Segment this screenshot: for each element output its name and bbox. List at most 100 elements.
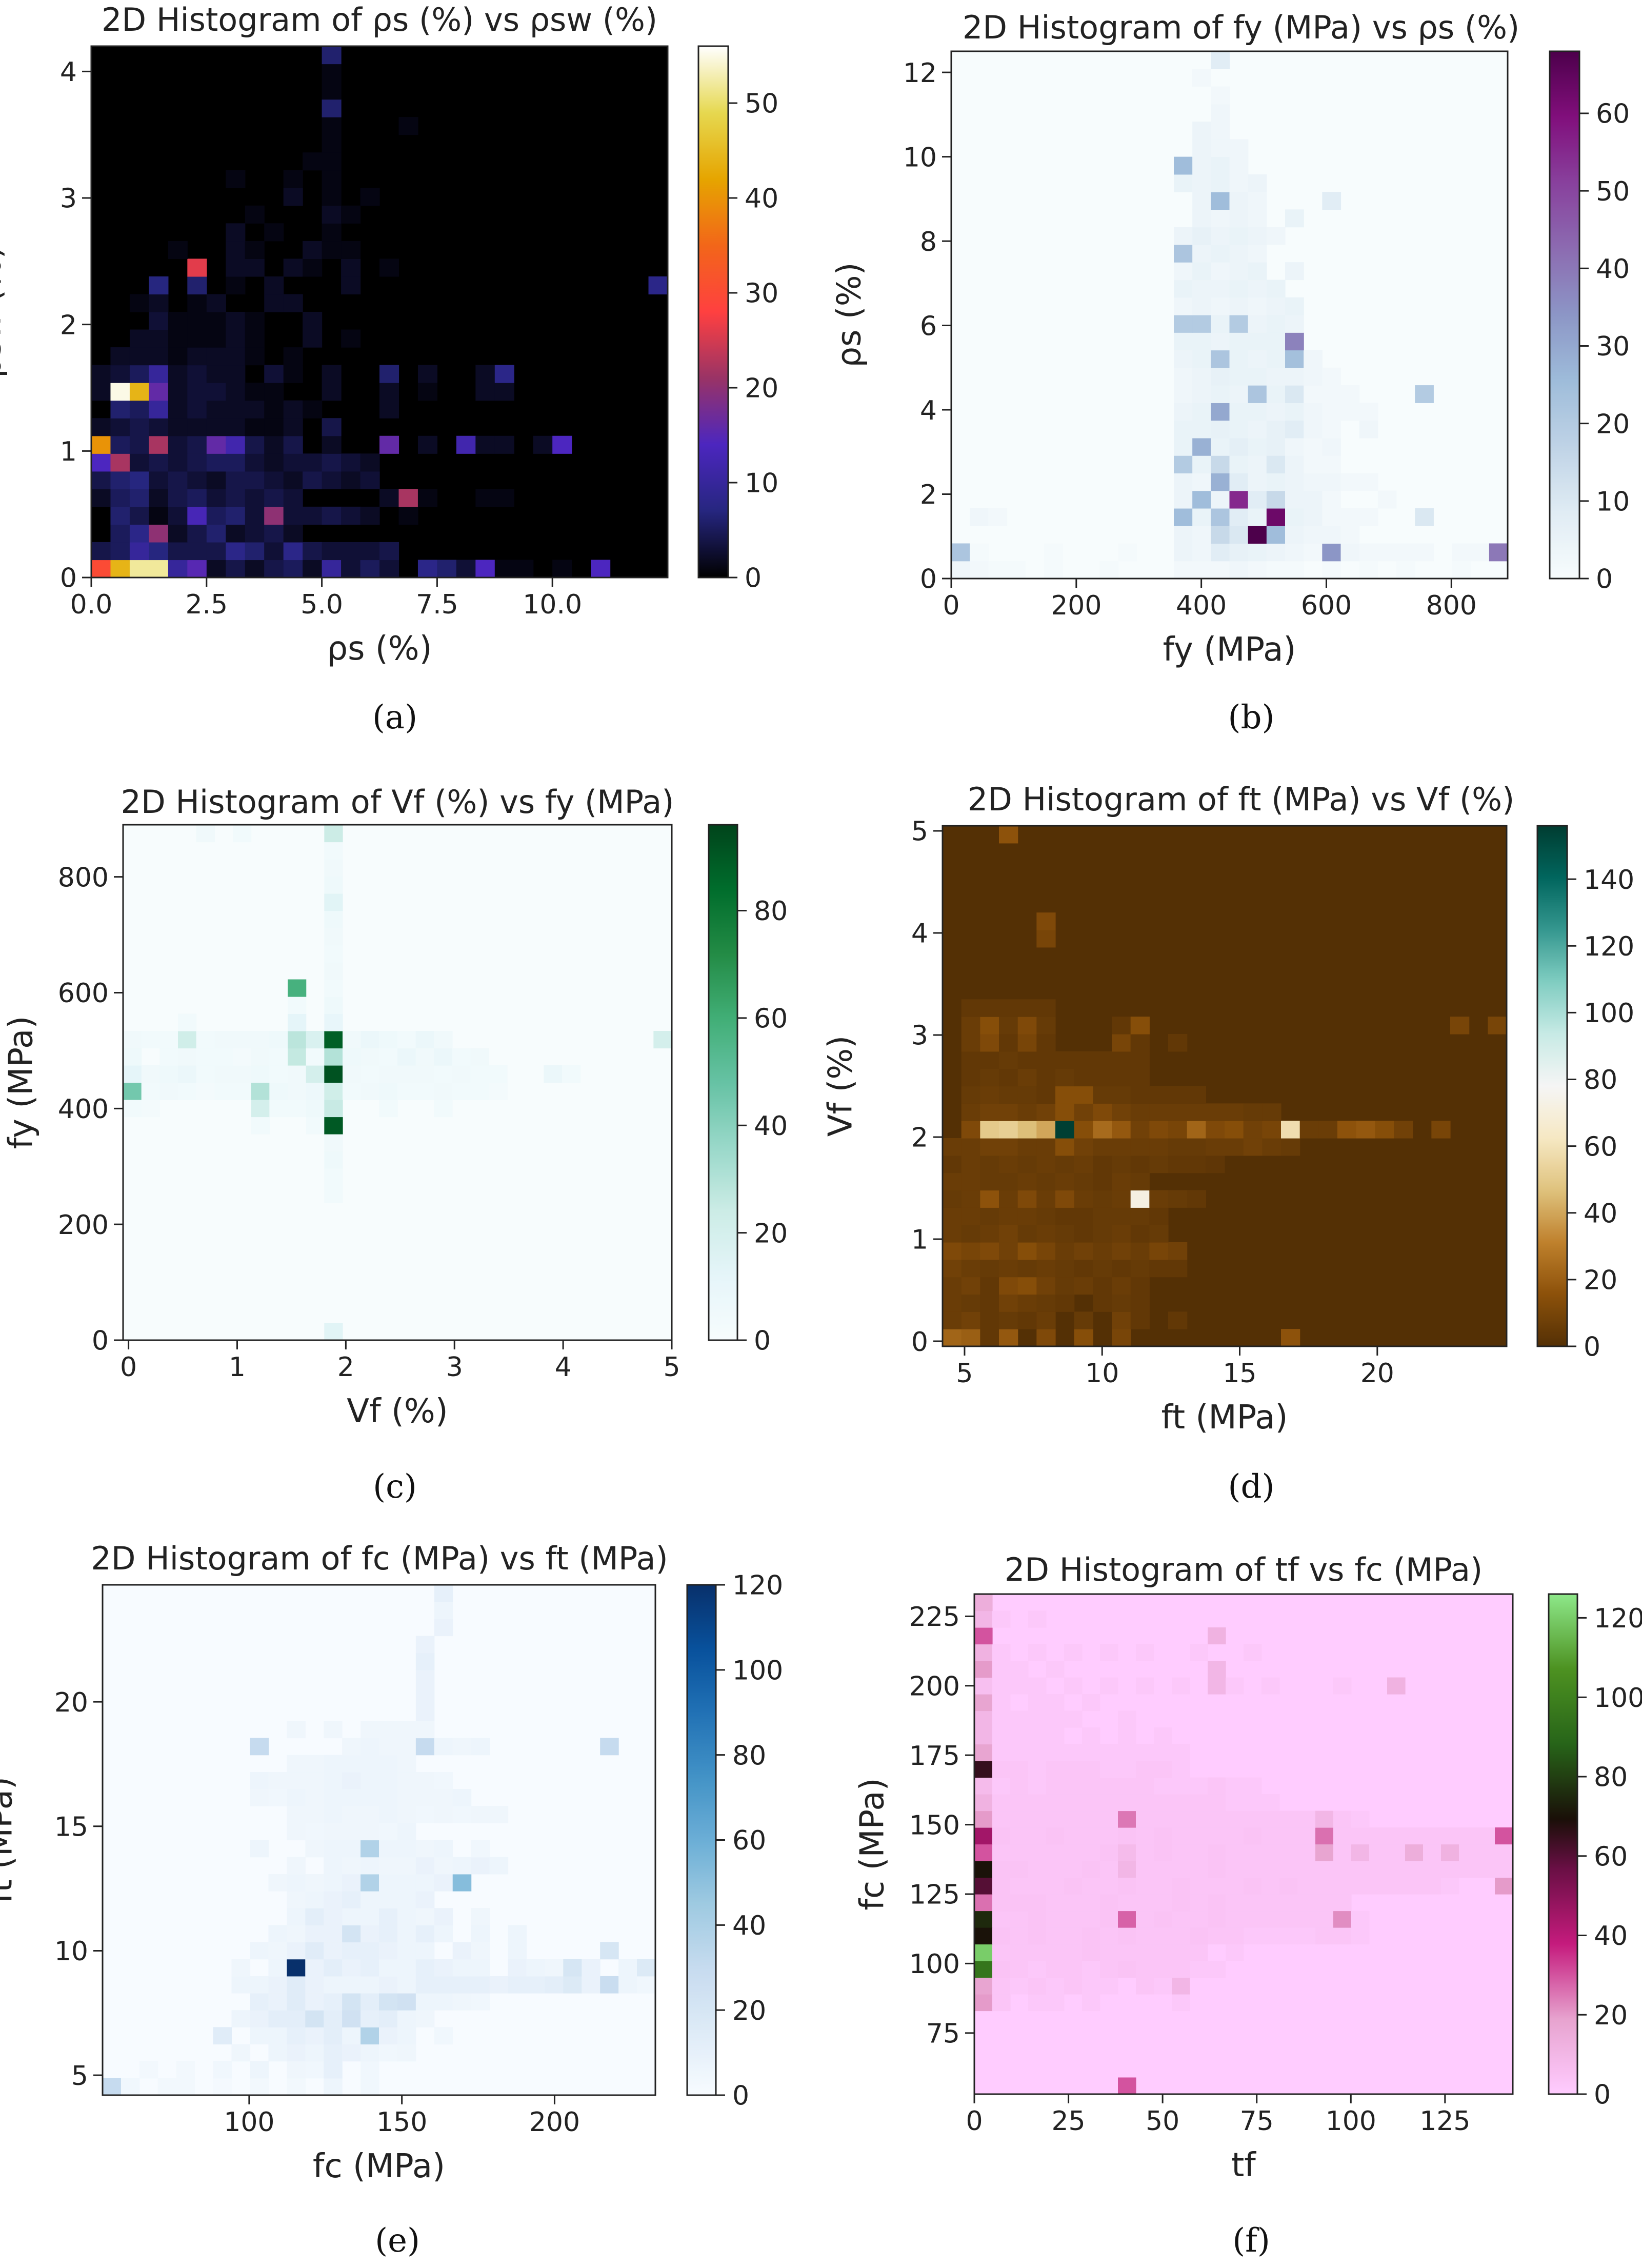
heatmap-cell [206,489,226,507]
heatmap-cell [1229,367,1249,386]
colorbar [708,824,738,1341]
heatmap-cell [961,999,980,1017]
heatmap-cell [324,1891,343,1908]
heatmap-cell [1297,1877,1316,1895]
heatmap-cell [434,2027,453,2045]
heatmap-cell [1387,1677,1406,1695]
heatmap-cell [1211,367,1230,386]
heatmap-cell [434,1100,453,1118]
heatmap-cell [470,1082,489,1100]
heatmap-cell [1118,1911,1136,1928]
heatmap-cell [379,1031,398,1049]
heatmap-cell [1136,1677,1154,1695]
heatmap-cell [341,276,361,295]
heatmap-cell [206,365,226,383]
heatmap-cell [264,542,284,561]
heatmap-cell [943,1155,962,1173]
heatmap-cell [1187,1155,1206,1173]
heatmap-cell [1248,280,1267,298]
heatmap-cell [1322,420,1341,439]
heatmap-cell [434,1789,453,1806]
heatmap-cell [342,1874,361,1892]
heatmap-cell [129,294,149,312]
heatmap-cell [1322,473,1341,491]
heatmap-cell [1064,1961,1083,1978]
heatmap-cell [324,1151,343,1169]
heatmap-cell [168,383,188,401]
heatmap-cell [974,1644,993,1661]
heatmap-cell [1281,1329,1300,1347]
heatmap-cell [1299,1121,1319,1139]
heatmap-cell [1074,1190,1093,1208]
heatmap-cell [342,1840,361,1858]
heatmap-cell [943,1207,962,1225]
heatmap-cell [992,1894,1011,1912]
heatmap-cell [149,418,169,436]
heatmap-cell [434,1031,453,1049]
heatmap-cell [415,1925,435,1943]
heatmap-cell [980,1051,999,1069]
heatmap-cell [1082,1794,1100,1812]
heatmap-cell [269,1082,288,1100]
heatmap-cell [1174,526,1193,544]
heatmap-cell [452,1857,472,1875]
heatmap-cell [974,1927,993,1945]
heatmap-cell [264,223,284,242]
heatmap-cell [305,1840,324,1858]
heatmap-cell [974,1977,993,1995]
heatmap-cell [397,1959,416,1977]
heatmap-cell [305,1806,324,1823]
heatmap-cell [342,1908,361,1925]
heatmap-cell [943,1311,962,1329]
heatmap-cell [1190,1961,1208,1978]
heatmap-cell [992,1644,1011,1661]
heatmap-cell [1136,1911,1154,1928]
heatmap-cell [1118,543,1137,562]
heatmap-cell [415,1857,435,1875]
heatmap-cell [1248,315,1267,333]
heatmap-cell [324,859,343,877]
heatmap-cell [264,435,284,454]
heatmap-cell [1192,473,1211,491]
colorbar-tick-label: 60 [1596,99,1630,130]
heatmap-cell [397,1738,416,1756]
heatmap-cell [1036,1138,1056,1156]
heatmap-cell [1010,1727,1029,1745]
heatmap-cell [1192,437,1211,456]
colorbar-tick-label: 20 [1594,2000,1628,2031]
heatmap-cell [397,2010,416,2027]
heatmap-cell [250,1840,269,1858]
heatmap-cell [1118,1877,1136,1895]
heatmap-cell [110,506,130,525]
chart-panel-b: 2D Histogram of fy (MPa) vs ρs (%)0 200 40… [830,9,1630,737]
heatmap-cell [992,1861,1011,1878]
heatmap-cell [475,489,495,507]
heatmap-cell [1192,122,1211,140]
heatmap-cell [1351,1877,1370,1895]
heatmap-cell [1211,297,1230,315]
y-tick-label: 2 [920,480,937,510]
heatmap-cell [618,1976,637,1994]
heatmap-cell [653,1031,672,1049]
heatmap-cell [1322,437,1341,456]
heatmap-cell [434,1976,453,1994]
heatmap-cell [1229,490,1249,509]
heatmap-cell [379,1908,398,1925]
heatmap-cell [303,453,323,472]
heatmap-cell [251,1117,270,1135]
heatmap-cell [1168,1121,1188,1139]
heatmap-cell [1174,244,1193,263]
heatmap-cell [303,258,323,277]
heatmap-cell [264,471,284,489]
heatmap-cell [563,1959,582,1977]
heatmap-cell [1192,244,1211,263]
heatmap-cell [1190,1861,1208,1878]
heatmap-cell [452,1874,472,1892]
heatmap-cell [264,506,284,525]
heatmap-cell [1046,1944,1065,1961]
heatmap-cell [1172,1827,1190,1845]
heatmap-cell [324,1976,343,1994]
heatmap-cell [1297,1811,1316,1828]
heatmap-cell [1229,315,1249,333]
heatmap-cell [1010,1877,1029,1895]
